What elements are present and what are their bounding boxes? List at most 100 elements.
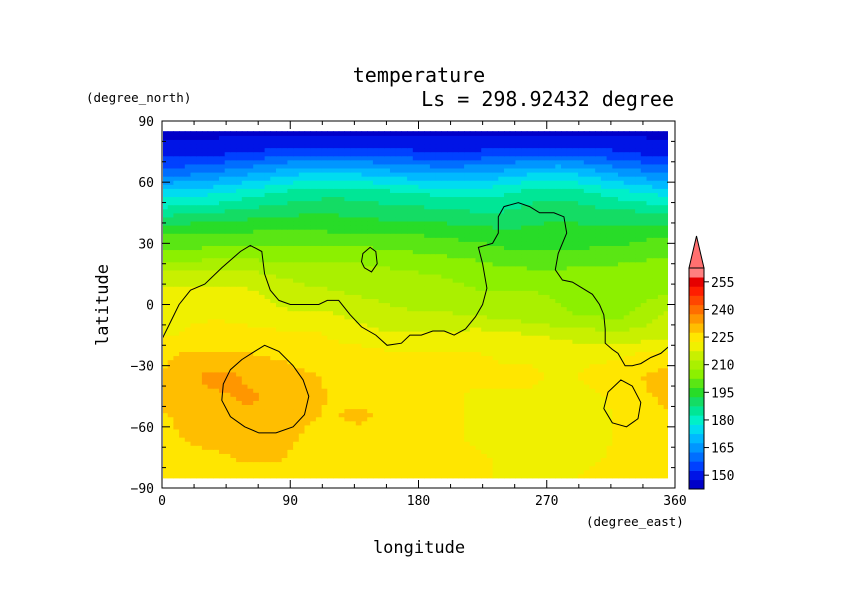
field-cell (521, 257, 528, 263)
field-cell (401, 371, 408, 377)
field-cell (606, 310, 613, 316)
field-cell (310, 453, 317, 459)
field-cell (241, 253, 249, 259)
field-cell (629, 294, 636, 299)
field-cell (549, 445, 556, 450)
field-cell (258, 261, 266, 267)
field-cell (276, 326, 283, 332)
field-cell (538, 412, 545, 418)
field-cell (201, 347, 209, 352)
field-cell (344, 424, 351, 430)
field-cell (464, 392, 471, 397)
field-cell (350, 359, 357, 365)
field-cell (572, 286, 579, 291)
field-cell (561, 420, 568, 426)
field-cell (532, 465, 539, 471)
field-cell (549, 371, 556, 377)
field-cell (338, 298, 345, 304)
field-cell (350, 335, 357, 340)
field-cell (481, 253, 488, 259)
field-cell (578, 286, 585, 291)
field-cell (555, 314, 562, 320)
field-cell (549, 363, 556, 369)
field-cell (646, 359, 653, 365)
field-cell (173, 437, 180, 442)
field-cell (213, 261, 220, 267)
field-cell (572, 400, 579, 406)
field-cell (287, 453, 294, 459)
field-cell (395, 343, 402, 348)
field-cell (401, 424, 408, 430)
field-cell (378, 339, 385, 344)
field-cell (566, 469, 573, 475)
field-cell (464, 416, 471, 422)
field-cell (207, 294, 214, 299)
field-cell (521, 335, 528, 340)
field-cell (549, 400, 556, 406)
field-cell (618, 343, 625, 348)
field-cell (652, 355, 659, 361)
field-cell (236, 261, 243, 267)
field-cell (600, 416, 608, 422)
field-cell (270, 437, 277, 442)
field-cell (635, 261, 642, 267)
field-cell (555, 420, 562, 426)
field-cell (167, 428, 174, 434)
field-cell (549, 424, 556, 430)
field-cell (338, 282, 345, 287)
field-cell (281, 367, 288, 373)
field-cell (213, 371, 220, 377)
field-cell (663, 416, 668, 422)
field-cell (350, 412, 357, 418)
field-cell (167, 294, 174, 299)
field-cell (538, 416, 545, 422)
field-cell (230, 249, 237, 255)
field-cell (566, 400, 573, 406)
field-cell (344, 379, 351, 385)
field-cell (412, 257, 420, 263)
field-cell (521, 375, 528, 381)
field-cell (572, 412, 579, 418)
field-cell (481, 408, 488, 414)
field-cell (338, 392, 345, 397)
field-cell (293, 290, 300, 295)
field-cell (333, 269, 340, 275)
field-cell (549, 420, 556, 426)
field-cell (652, 363, 659, 369)
field-cell (207, 351, 214, 357)
field-cell (333, 318, 340, 324)
field-cell (207, 379, 214, 385)
field-cell (538, 396, 545, 401)
field-cell (298, 461, 306, 467)
field-cell (395, 273, 402, 279)
field-cell (247, 428, 254, 434)
field-cell (612, 408, 619, 414)
field-cell (657, 347, 665, 352)
field-cell (321, 445, 328, 450)
field-cell (538, 335, 545, 340)
field-cell (407, 371, 414, 377)
field-cell (253, 265, 260, 271)
field-cell (219, 331, 226, 336)
field-cell (412, 310, 420, 316)
field-cell (486, 269, 494, 275)
field-cell (179, 273, 186, 279)
field-cell (538, 355, 545, 361)
field-cell (372, 400, 380, 406)
field-cell (435, 347, 442, 352)
field-cell (372, 408, 380, 414)
field-cell (321, 339, 328, 344)
field-cell (663, 412, 668, 418)
field-cell (447, 269, 454, 275)
field-cell (595, 453, 602, 459)
field-cell (179, 392, 186, 397)
field-cell (635, 326, 642, 332)
field-cell (241, 290, 249, 295)
field-cell (304, 347, 311, 352)
field-cell (555, 424, 562, 430)
field-cell (424, 343, 431, 348)
field-cell (355, 331, 363, 336)
field-cell (509, 432, 516, 438)
field-cell (224, 351, 231, 357)
field-cell (486, 359, 494, 365)
